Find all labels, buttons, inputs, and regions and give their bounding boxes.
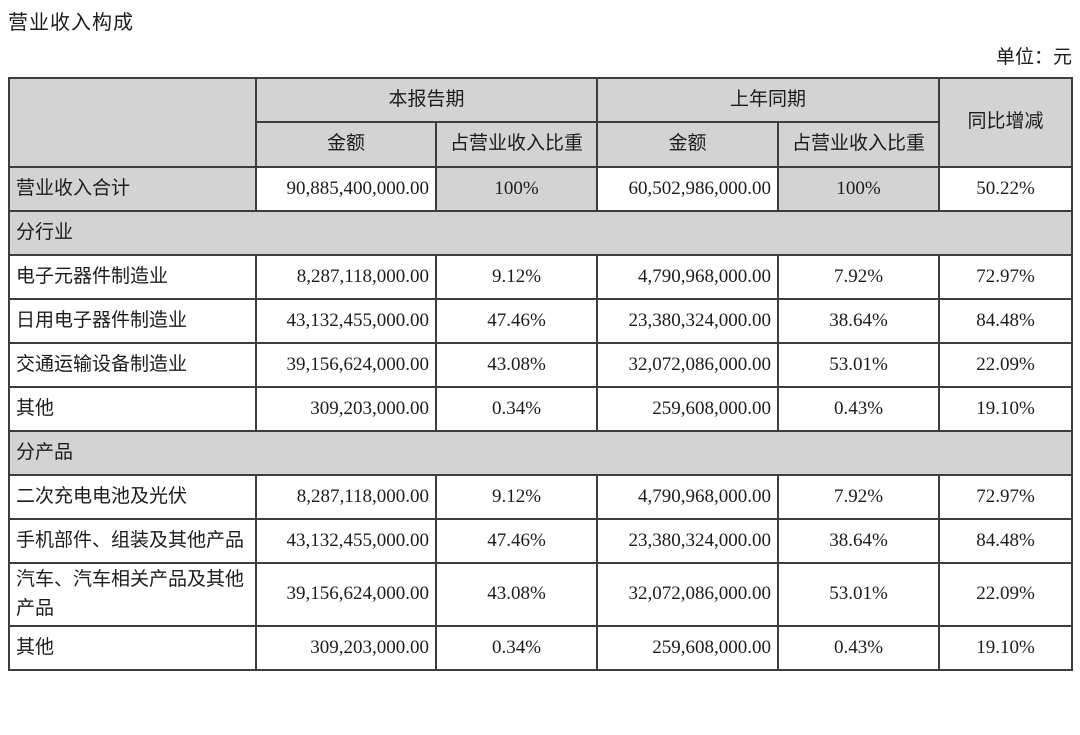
ratio-cell: 38.64% [777,518,941,564]
amount-cell: 259,608,000.00 [596,625,780,671]
table-row: 其他 309,203,000.00 0.34% 259,608,000.00 0.43%… [8,625,1074,671]
amount-cell: 309,203,000.00 [255,625,437,671]
row-label: 汽车、汽车相关产品及其他产品 [8,562,257,627]
ratio-cell: 0.43% [777,386,941,432]
section-label: 分行业 [7,210,1074,256]
ratio-cell: 0.43% [777,625,941,671]
row-label: 日用电子器件制造业 [8,298,257,344]
amount-cell: 23,380,324,000.00 [596,518,780,564]
ratio-cell: 0.34% [434,625,599,671]
prior-ratio-header: 占营业收入比重 [777,121,941,168]
current-period-group-header: 本报告期 [254,77,599,123]
table-row: 手机部件、组装及其他产品 43,132,455,000.00 47.46% 23,38… [8,518,1074,564]
row-label: 其他 [8,625,257,671]
prior-amount-header: 金额 [596,121,780,168]
amount-cell: 4,790,968,000.00 [596,474,780,520]
amount-cell: 8,287,118,000.00 [255,254,437,300]
unit-label: 单位：元 [995,47,1072,68]
yoy-cell: 19.10% [938,625,1074,671]
amount-cell: 4,790,968,000.00 [596,254,780,300]
ratio-cell: 9.12% [434,474,599,520]
yoy-cell: 72.97% [938,474,1074,520]
yoy-cell: 72.97% [938,254,1074,300]
amount-cell: 8,287,118,000.00 [255,474,437,520]
yoy-cell: 84.48% [938,298,1074,344]
amount-cell: 90,885,400,000.00 [255,166,437,212]
ratio-cell: 0.34% [434,386,599,432]
row-label: 手机部件、组装及其他产品 [8,518,257,564]
amount-cell: 43,132,455,000.00 [255,298,437,344]
amount-cell: 39,156,624,000.00 [255,562,437,627]
yoy-cell: 19.10% [938,386,1074,432]
ratio-cell: 47.46% [434,298,599,344]
amount-cell: 60,502,986,000.00 [596,166,780,212]
yoy-cell: 84.48% [938,518,1074,564]
table-row: 日用电子器件制造业 43,132,455,000.00 47.46% 23,380,3… [8,298,1074,344]
yoy-cell: 22.09% [938,562,1074,627]
table-row: 交通运输设备制造业 39,156,624,000.00 43.08% 32,072,0… [8,342,1074,388]
amount-cell: 23,380,324,000.00 [596,298,780,344]
amount-cell: 309,203,000.00 [255,386,437,432]
yoy-cell: 22.09% [938,342,1074,388]
section-row: 分产品 [7,430,1074,476]
ratio-cell: 43.08% [434,342,599,388]
table-row: 电子元器件制造业 8,287,118,000.00 9.12% 4,790,968,0… [8,254,1074,300]
amount-cell: 32,072,086,000.00 [596,562,780,627]
ratio-cell: 7.92% [777,474,941,520]
page-title: 营业收入构成 [8,12,134,34]
amount-cell: 43,132,455,000.00 [255,518,437,564]
row-label: 交通运输设备制造业 [8,342,257,388]
row-label: 营业收入合计 [8,166,257,212]
current-amount-header: 金额 [255,121,437,168]
table-row: 汽车、汽车相关产品及其他产品 39,156,624,000.00 43.08% 32,… [8,562,1074,627]
current-ratio-header: 占营业收入比重 [434,121,599,168]
ratio-cell: 100% [434,166,599,212]
table-row: 其他 309,203,000.00 0.34% 259,608,000.00 0.43%… [8,386,1074,432]
ratio-cell: 7.92% [777,254,941,300]
row-label: 电子元器件制造业 [8,254,257,300]
ratio-cell: 47.46% [434,518,599,564]
ratio-cell: 9.12% [434,254,599,300]
revenue-composition-table: 本报告期 上年同期 同比增减 金额 占营业收入比重 金额 占营业收入比重 营业收… [7,77,1074,671]
amount-cell: 259,608,000.00 [596,386,780,432]
section-row: 分行业 [7,210,1074,256]
row-label: 其他 [8,386,257,432]
amount-cell: 32,072,086,000.00 [596,342,780,388]
ratio-cell: 100% [777,166,941,212]
yoy-change-header: 同比增减 [938,77,1074,168]
total-row: 营业收入合计 90,885,400,000.00 100% 60,502,986,00… [8,166,1074,212]
yoy-cell: 50.22% [938,166,1074,212]
section-label: 分产品 [7,430,1074,476]
row-label: 二次充电电池及光伏 [8,474,257,520]
table-row: 二次充电电池及光伏 8,287,118,000.00 9.12% 4,790,968,… [8,474,1074,520]
prior-period-group-header: 上年同期 [596,77,941,123]
corner-cell [8,77,257,168]
ratio-cell: 43.08% [434,562,599,627]
amount-cell: 39,156,624,000.00 [255,342,437,388]
ratio-cell: 38.64% [777,298,941,344]
ratio-cell: 53.01% [777,562,941,627]
ratio-cell: 53.01% [777,342,941,388]
